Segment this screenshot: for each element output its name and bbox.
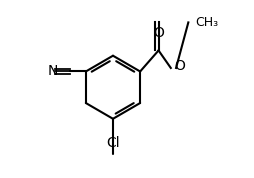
Text: CH₃: CH₃	[195, 16, 218, 29]
Text: O: O	[153, 26, 164, 40]
Text: Cl: Cl	[106, 136, 120, 150]
Text: N: N	[47, 64, 58, 78]
Text: O: O	[174, 59, 185, 73]
